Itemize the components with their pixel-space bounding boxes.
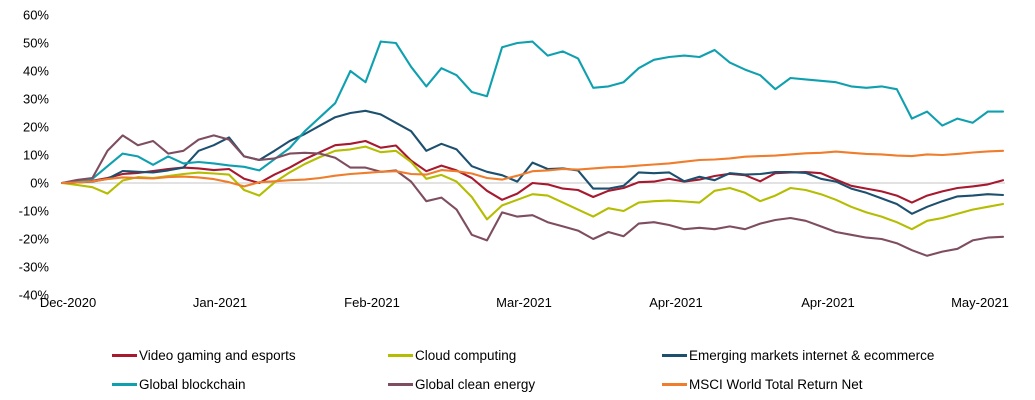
y-tick-label: -40% bbox=[19, 288, 50, 303]
chart-canvas: 60% 50% 40% 30% 20% 10% 0% -10% -20% -30% -40%Dec-… bbox=[19, 8, 1009, 311]
chart-legend: Video gaming and esports Cloud computing E… bbox=[0, 336, 1035, 400]
legend-label: MSCI World Total Return Net bbox=[689, 377, 863, 392]
x-tick-label: May-2021 bbox=[951, 295, 1009, 310]
series-line-emerging-markets-internet-ecommerce bbox=[60, 109, 1005, 215]
x-tick-label: Apr-2021 bbox=[801, 295, 854, 310]
legend-item-global-blockchain: Global blockchain bbox=[112, 376, 246, 393]
y-tick-label: 0% bbox=[30, 176, 49, 191]
y-tick-label: 60% bbox=[23, 8, 49, 23]
series-line-cloud-computing bbox=[60, 145, 1005, 231]
y-tick-label: 10% bbox=[23, 148, 49, 163]
y-tick-label: -30% bbox=[19, 260, 50, 275]
legend-label: Video gaming and esports bbox=[139, 348, 296, 363]
series-line-video-gaming-and-esports bbox=[60, 139, 1005, 204]
legend-item-emerging-markets-internet-ecommerce: Emerging markets internet & ecommerce bbox=[662, 347, 934, 364]
y-tick-label: 40% bbox=[23, 64, 49, 79]
legend-swatch-icon bbox=[388, 383, 413, 386]
x-tick-label: Dec-2020 bbox=[40, 295, 96, 310]
y-tick-label: -10% bbox=[19, 204, 50, 219]
legend-item-msci-world-total-return-net: MSCI World Total Return Net bbox=[662, 376, 863, 393]
legend-item-global-clean-energy: Global clean energy bbox=[388, 376, 535, 393]
y-tick-label: 50% bbox=[23, 36, 49, 51]
legend-label: Global clean energy bbox=[415, 377, 536, 392]
series-line-global-blockchain bbox=[60, 40, 1005, 185]
x-tick-label: Feb-2021 bbox=[344, 295, 400, 310]
legend-item-cloud-computing: Cloud computing bbox=[388, 347, 516, 364]
legend-swatch-icon bbox=[662, 354, 687, 357]
y-tick-label: 20% bbox=[23, 120, 49, 135]
legend-label: Global blockchain bbox=[139, 377, 246, 392]
legend-swatch-icon bbox=[388, 354, 413, 357]
legend-item-video-gaming-and-esports: Video gaming and esports bbox=[112, 347, 296, 364]
x-tick-label: Jan-2021 bbox=[193, 295, 247, 310]
performance-line-chart: 60% 50% 40% 30% 20% 10% 0% -10% -20% -30% -40% Dec-… bbox=[19, 8, 1009, 311]
legend-swatch-icon bbox=[662, 383, 687, 386]
series-line-global-clean-energy bbox=[60, 134, 1005, 257]
legend-swatch-icon bbox=[112, 383, 137, 386]
legend-label: Emerging markets internet & ecommerce bbox=[689, 348, 935, 363]
y-tick-label: 30% bbox=[23, 92, 49, 107]
legend-swatch-icon bbox=[112, 354, 137, 357]
x-tick-label: Apr-2021 bbox=[649, 295, 702, 310]
x-tick-label: Mar-2021 bbox=[496, 295, 552, 310]
y-tick-label: -20% bbox=[19, 232, 50, 247]
legend-label: Cloud computing bbox=[415, 348, 517, 363]
series-line-msci-world-total-return-net bbox=[60, 149, 1005, 188]
